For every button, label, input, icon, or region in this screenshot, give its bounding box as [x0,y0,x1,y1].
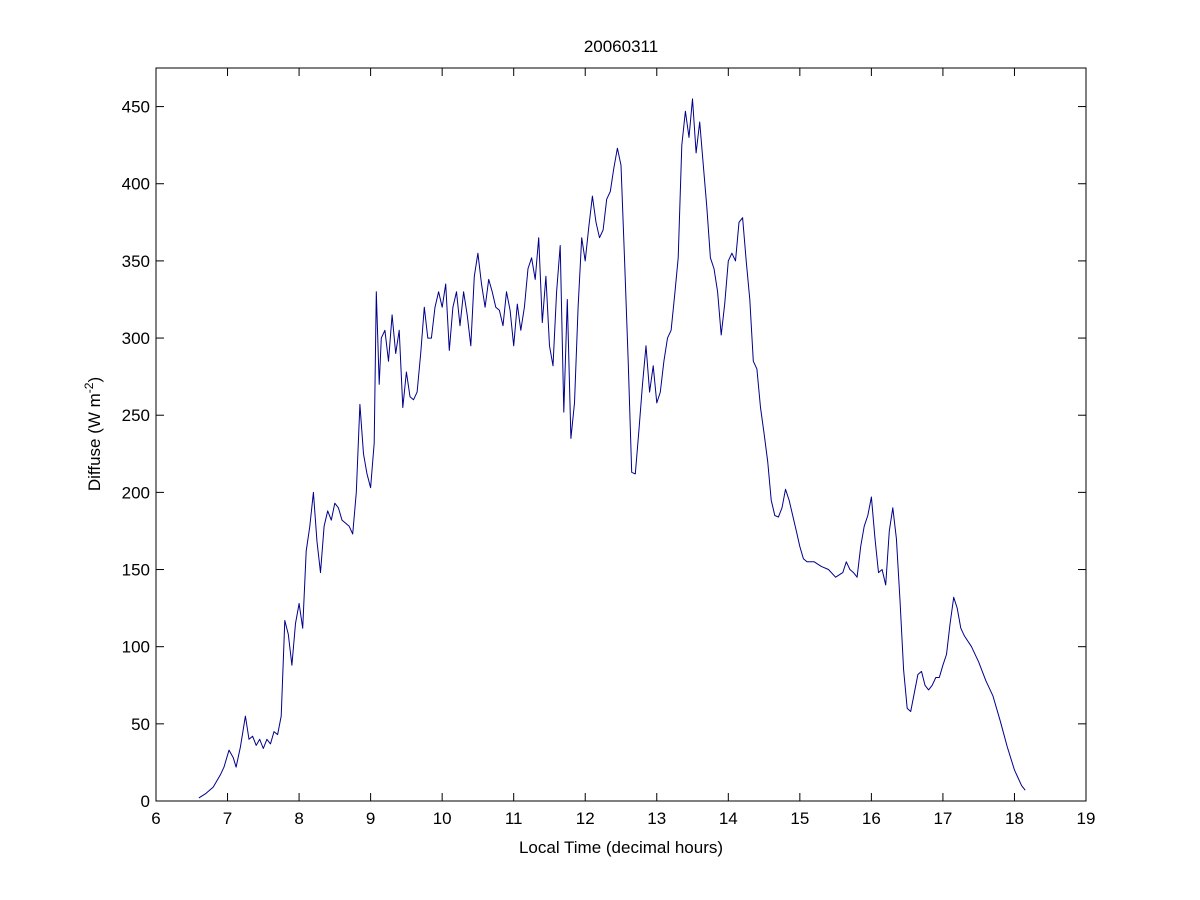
y-tick-label-300: 300 [122,329,150,348]
x-tick-label-17: 17 [933,809,952,828]
x-tick-label-12: 12 [576,809,595,828]
y-tick-label-200: 200 [122,483,150,502]
y-tick-label-400: 400 [122,175,150,194]
x-tick-label-18: 18 [1005,809,1024,828]
x-tick-label-9: 9 [366,809,375,828]
x-tick-label-15: 15 [790,809,809,828]
y-tick-label-150: 150 [122,561,150,580]
x-tick-label-10: 10 [433,809,452,828]
y-tick-label-250: 250 [122,406,150,425]
y-axis-title: Diffuse (W m-2) [82,377,104,491]
x-tick-label-7: 7 [223,809,232,828]
y-axis-title-main: Diffuse (W m [85,393,104,491]
y-axis-title-suffix: ) [85,377,104,383]
series-line-0 [198,98,1026,799]
x-tick-label-11: 11 [505,809,523,828]
x-axis-title: Local Time (decimal hours) [519,838,723,857]
axis-ticks: 6 7 8 9 10 11 12 13 14 15 16 17 18 19 0 50 100 150 200 250 3… [122,68,1096,828]
x-tick-label-13: 13 [647,809,666,828]
plot-frame [155,67,1087,802]
plot-area [155,67,1087,802]
x-tick-label-19: 19 [1077,809,1096,828]
chart-title: 20060311 [584,37,658,56]
x-tick-label-16: 16 [862,809,881,828]
x-tick-label-6: 6 [151,809,160,828]
y-tick-label-450: 450 [122,98,150,117]
y-tick-label-50: 50 [131,715,150,734]
x-tick-label-8: 8 [294,809,303,828]
y-tick-label-0: 0 [141,792,150,811]
series-group [198,98,1026,799]
y-axis-title-sup: -2 [82,382,96,393]
y-tick-label-350: 350 [122,252,150,271]
y-tick-label-100: 100 [122,638,150,657]
x-tick-label-14: 14 [719,809,738,828]
